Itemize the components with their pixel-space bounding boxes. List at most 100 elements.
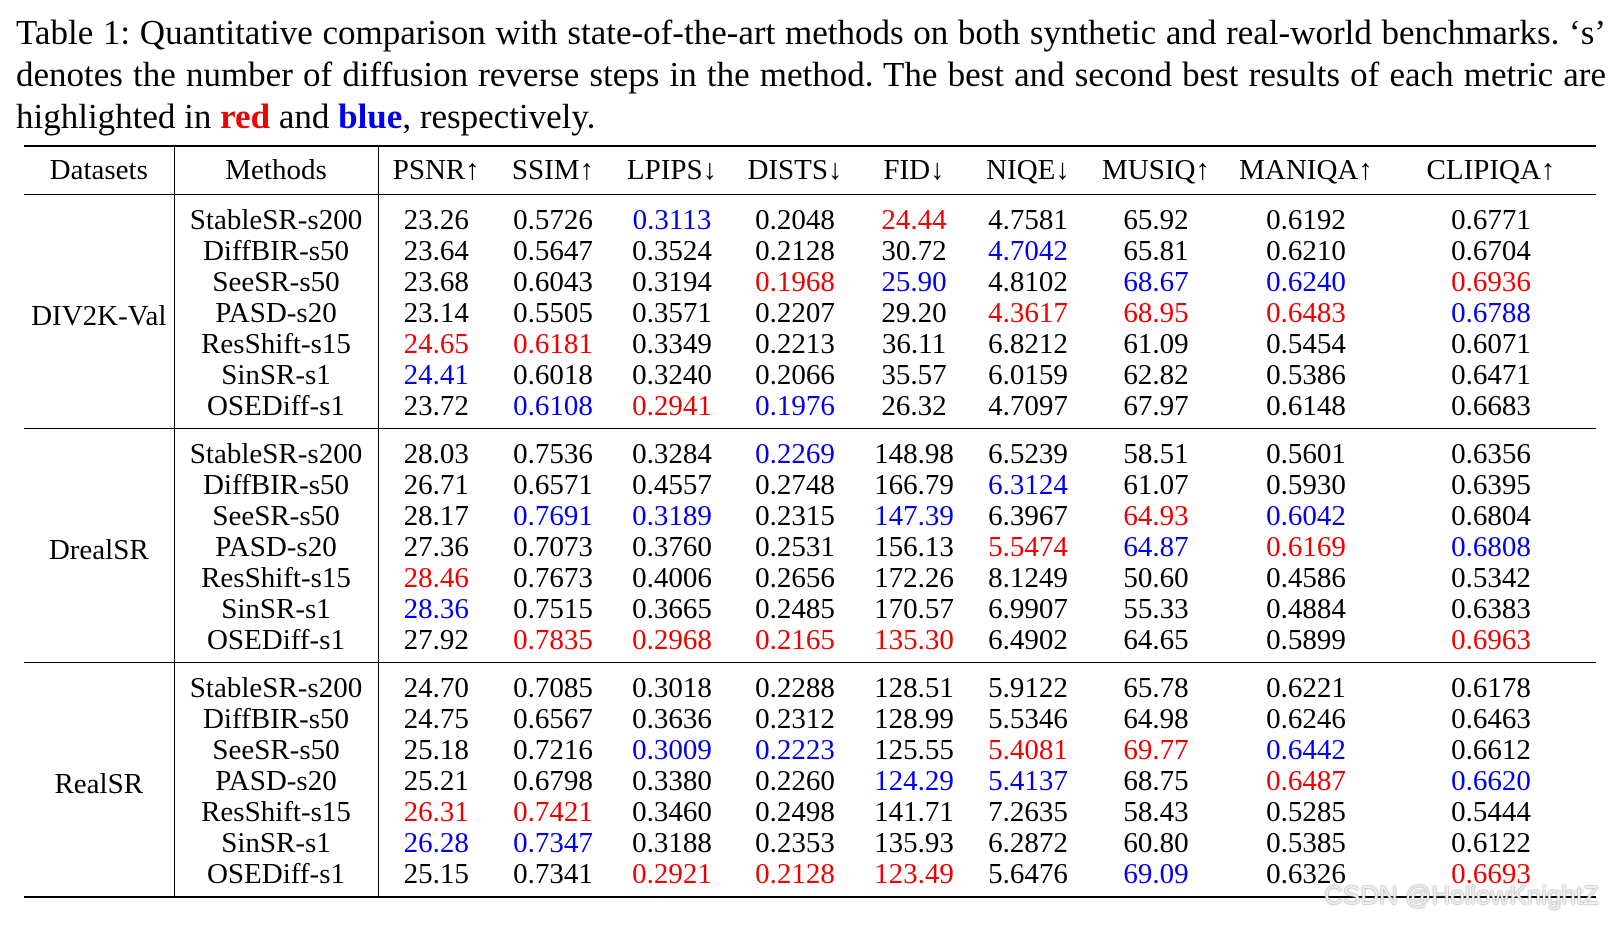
method-name: SeeSR-s50 <box>174 501 379 532</box>
metric-cell: 148.98 <box>874 438 954 470</box>
metric-cell: 0.7673 <box>513 562 593 594</box>
metric-cell: 0.6246 <box>1266 703 1346 735</box>
method-name: PASD-s20 <box>174 766 379 797</box>
metric-cell: 65.81 <box>1123 235 1189 267</box>
metric-cell: 6.2872 <box>988 827 1068 859</box>
table-row: OSEDiff-s1 25.15 0.7341 0.2921 0.2128 123.49 5… <box>24 859 1596 897</box>
metric-cell: 0.2485 <box>755 593 835 625</box>
metric-cell: 0.3349 <box>632 328 712 360</box>
metric-cell: 0.3189 <box>632 500 712 532</box>
dataset-group: DIV2K-Val StableSR-s200 23.26 0.5726 0.3113 0… <box>24 194 1596 429</box>
metric-cell: 0.5386 <box>1266 359 1346 391</box>
metric-cell: 0.6620 <box>1451 765 1531 797</box>
caption-blue-word: blue <box>338 97 403 136</box>
metric-cell: 0.6963 <box>1451 624 1531 656</box>
table-row: DrealSR StableSR-s200 28.03 0.7536 0.3284 0.2… <box>24 428 1596 663</box>
metric-cell: 0.6181 <box>513 328 593 360</box>
metric-cell: 0.4884 <box>1266 593 1346 625</box>
metric-cell: 4.7097 <box>988 390 1068 422</box>
metric-cell: 23.64 <box>403 235 469 267</box>
metric-cell: 0.6571 <box>513 469 593 501</box>
metric-cell: 156.13 <box>874 531 954 563</box>
metric-cell: 0.5505 <box>513 297 593 329</box>
metric-cell: 8.1249 <box>988 562 1068 594</box>
metric-cell: 0.6804 <box>1451 500 1531 532</box>
metric-cell: 0.3571 <box>632 297 712 329</box>
metric-cell: 0.2048 <box>755 204 835 236</box>
metric-cell: 0.4586 <box>1266 562 1346 594</box>
metric-cell: 0.6043 <box>513 266 593 298</box>
metric-cell: 25.21 <box>403 765 469 797</box>
metric-cell: 0.3113 <box>632 204 712 236</box>
metric-cell: 0.7085 <box>513 672 593 704</box>
metric-cell: 0.6042 <box>1266 500 1346 532</box>
metric-cell: 58.43 <box>1123 796 1189 828</box>
metric-cell: 50.60 <box>1123 562 1189 594</box>
metric-cell: 166.79 <box>874 469 954 501</box>
header-ssim: SSIM↑ <box>511 154 595 186</box>
metric-cell: 0.2223 <box>755 734 835 766</box>
metric-cell: 24.65 <box>403 328 469 360</box>
metric-cell: 0.3284 <box>632 438 712 470</box>
metric-cell: 26.28 <box>403 827 469 859</box>
method-name: SinSR-s1 <box>174 360 379 391</box>
table-row: SeeSR-s50 23.68 0.6043 0.3194 0.1968 25.90 4.8… <box>24 267 1596 298</box>
metric-cell: 69.09 <box>1123 858 1189 890</box>
method-name: PASD-s20 <box>174 298 379 329</box>
metric-cell: 128.99 <box>874 703 954 735</box>
metric-cell: 0.5454 <box>1266 328 1346 360</box>
metric-cell: 65.92 <box>1123 204 1189 236</box>
metric-cell: 0.6169 <box>1266 531 1346 563</box>
table-row: DIV2K-Val StableSR-s200 23.26 0.5726 0.3113 0… <box>24 194 1596 429</box>
metric-cell: 0.5342 <box>1451 562 1531 594</box>
table-row: ResShift-s15 28.46 0.7673 0.4006 0.2656 172.2… <box>24 563 1596 594</box>
table-row: PASD-s20 25.21 0.6798 0.3380 0.2260 124.29 5.4… <box>24 766 1596 797</box>
metric-cell: 27.92 <box>403 624 469 656</box>
metric-cell: 124.29 <box>874 765 954 797</box>
metric-cell: 0.7536 <box>513 438 593 470</box>
metric-cell: 5.6476 <box>988 858 1068 890</box>
metric-cell: 0.5930 <box>1266 469 1346 501</box>
metric-cell: 5.9122 <box>988 672 1068 704</box>
table-row: SinSR-s1 26.28 0.7347 0.3188 0.2353 135.93 6.2… <box>24 828 1596 859</box>
metric-cell: 28.17 <box>403 500 469 532</box>
metric-cell: 0.6192 <box>1266 204 1346 236</box>
metric-cell: 135.93 <box>874 827 954 859</box>
metric-cell: 172.26 <box>874 562 954 594</box>
header-fid: FID↓ <box>883 154 945 186</box>
metric-cell: 0.6798 <box>513 765 593 797</box>
metric-cell: 0.5385 <box>1266 827 1346 859</box>
table-row: DiffBIR-s50 24.75 0.6567 0.3636 0.2312 128.99… <box>24 704 1596 735</box>
table-row: OSEDiff-s1 27.92 0.7835 0.2968 0.2165 135.30 6… <box>24 625 1596 663</box>
metric-cell: 0.3524 <box>632 235 712 267</box>
caption-text: Table 1: Quantitative comparison with st… <box>16 13 1606 136</box>
method-name: OSEDiff-s1 <box>174 391 379 429</box>
metric-cell: 36.11 <box>881 328 947 360</box>
table-row: ResShift-s15 26.31 0.7421 0.3460 0.2498 141.7… <box>24 797 1596 828</box>
header-maniqa: MANIQA↑ <box>1239 154 1373 186</box>
method-name: SinSR-s1 <box>174 594 379 625</box>
metric-cell: 28.46 <box>403 562 469 594</box>
metric-cell: 26.32 <box>881 390 947 422</box>
metric-cell: 62.82 <box>1123 359 1189 391</box>
metric-cell: 25.18 <box>403 734 469 766</box>
table-row: DiffBIR-s50 23.64 0.5647 0.3524 0.2128 30.72 4… <box>24 236 1596 267</box>
method-name: PASD-s20 <box>174 532 379 563</box>
metric-cell: 0.2968 <box>632 624 712 656</box>
metric-cell: 0.7347 <box>513 827 593 859</box>
metric-cell: 23.68 <box>403 266 469 298</box>
metric-cell: 4.3617 <box>988 297 1068 329</box>
metric-cell: 0.4557 <box>632 469 712 501</box>
metric-cell: 0.3194 <box>632 266 712 298</box>
metric-cell: 23.72 <box>403 390 469 422</box>
metric-cell: 6.5239 <box>988 438 1068 470</box>
caption-and-word: and <box>278 97 330 136</box>
header-dists: DISTS↓ <box>747 154 843 186</box>
metric-cell: 28.36 <box>403 593 469 625</box>
header-datasets: Datasets <box>24 146 175 195</box>
metric-cell: 0.2353 <box>755 827 835 859</box>
metric-cell: 0.3636 <box>632 703 712 735</box>
metric-cell: 128.51 <box>874 672 954 704</box>
metric-cell: 0.5444 <box>1451 796 1531 828</box>
header-lpips: LPIPS↓ <box>626 154 718 186</box>
